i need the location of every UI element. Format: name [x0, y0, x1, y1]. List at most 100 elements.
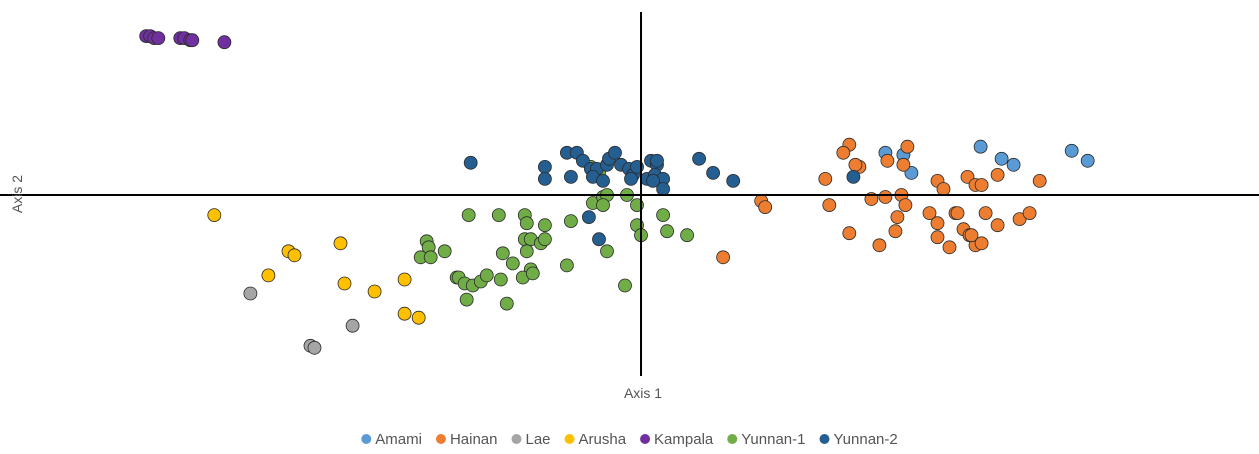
legend-marker: [564, 434, 575, 444]
x-axis-label: Axis 1: [624, 385, 662, 401]
data-point: [624, 171, 638, 186]
data-point: [822, 198, 837, 213]
data-point: [942, 240, 957, 255]
data-point: [922, 206, 937, 221]
series-yunnan-2: [463, 145, 861, 247]
data-point: [846, 169, 861, 184]
data-point: [592, 232, 606, 247]
data-point: [397, 272, 412, 287]
data-point: [538, 171, 552, 186]
legend-label: Kampala: [654, 431, 714, 448]
data-point: [564, 214, 578, 229]
data-point: [560, 258, 574, 273]
data-point: [898, 198, 913, 213]
legend-item: Yunnan-2: [819, 431, 898, 448]
legend-item: Amami: [361, 431, 422, 448]
legend-label: Yunnan-1: [741, 431, 805, 448]
data-point: [600, 244, 614, 259]
legend-marker: [640, 434, 651, 444]
data-point: [499, 296, 514, 311]
data-point: [1064, 143, 1079, 158]
legend-marker: [727, 434, 738, 444]
data-point: [538, 218, 552, 233]
data-point: [646, 173, 660, 188]
data-point: [890, 210, 905, 225]
data-point: [842, 226, 857, 241]
data-point: [367, 284, 382, 299]
data-point: [936, 182, 951, 196]
data-point: [650, 153, 664, 168]
data-point: [596, 198, 610, 213]
data-point: [716, 250, 730, 265]
series-amami: [878, 139, 1095, 180]
data-point: [564, 169, 578, 184]
data-point: [930, 230, 945, 245]
data-point: [459, 292, 474, 307]
data-point: [185, 33, 200, 48]
data-point: [880, 153, 895, 168]
data-point: [479, 268, 494, 283]
data-point: [818, 171, 833, 186]
legend-label: Arusha: [579, 431, 627, 448]
legend-label: Yunnan-2: [833, 431, 897, 448]
data-point: [974, 178, 989, 192]
data-point: [519, 244, 534, 259]
data-point: [596, 173, 610, 188]
data-point: [660, 224, 674, 239]
data-point: [397, 306, 412, 321]
data-point: [974, 236, 989, 251]
data-point: [423, 250, 438, 265]
series-lae: [243, 286, 360, 355]
data-point: [888, 224, 903, 239]
legend-marker: [511, 434, 522, 444]
data-point: [538, 232, 552, 247]
legend-marker: [361, 434, 372, 444]
data-point: [525, 266, 540, 281]
data-point: [836, 145, 851, 160]
data-point: [261, 268, 276, 283]
legend-item: Arusha: [564, 431, 627, 448]
data-point: [217, 35, 232, 50]
data-point: [463, 155, 478, 170]
data-point: [1032, 173, 1047, 188]
data-point: [990, 218, 1005, 233]
series-kampala: [139, 29, 232, 50]
data-point: [618, 278, 632, 293]
data-point: [973, 139, 988, 154]
data-point: [333, 236, 348, 251]
points-layer: [139, 29, 1095, 355]
data-point: [287, 248, 302, 263]
data-point: [519, 216, 534, 231]
data-point: [680, 228, 694, 243]
data-point: [151, 31, 166, 45]
data-point: [495, 246, 510, 261]
data-point: [930, 216, 945, 231]
data-point: [872, 238, 887, 253]
data-point: [345, 318, 360, 333]
data-point: [726, 173, 741, 188]
data-point: [538, 159, 552, 174]
legend-item: Lae: [511, 431, 551, 448]
data-point: [1012, 212, 1027, 227]
data-point: [608, 145, 622, 160]
data-point: [950, 206, 965, 221]
legend-label: Amami: [375, 431, 422, 448]
data-point: [656, 208, 670, 223]
data-point: [964, 228, 979, 243]
data-point: [900, 139, 915, 154]
data-point: [878, 190, 893, 204]
data-point: [243, 286, 258, 301]
data-point: [461, 208, 476, 223]
data-point: [1006, 157, 1021, 172]
data-point: [896, 157, 911, 172]
data-point: [1080, 153, 1095, 168]
legend-marker: [435, 434, 446, 444]
data-point: [207, 208, 222, 223]
data-point: [994, 151, 1009, 166]
data-point: [978, 206, 993, 221]
data-point: [582, 210, 596, 225]
data-point: [692, 151, 706, 166]
data-point: [848, 157, 863, 172]
legend-item: Kampala: [640, 431, 714, 448]
legend: Amami Hainan Lae Arusha Kampala Yunnan-1 Yunna…: [361, 431, 898, 448]
